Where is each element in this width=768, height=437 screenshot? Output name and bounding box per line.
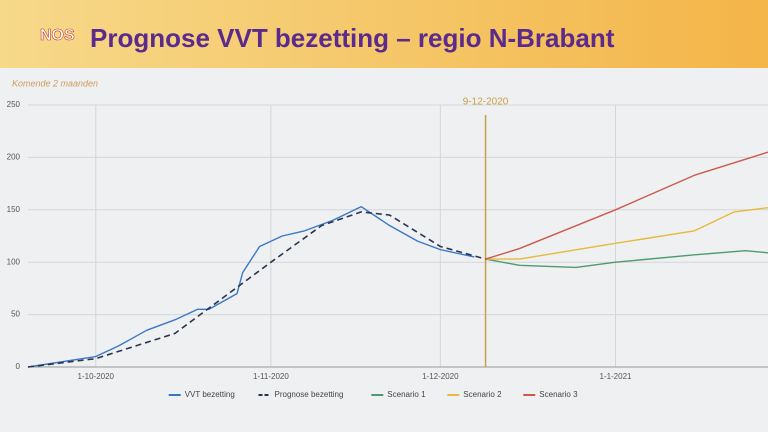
chart-subtitle: Komende 2 maanden (12, 78, 98, 88)
chart-area (0, 68, 768, 432)
y-tick-label: 50 (11, 310, 20, 319)
y-tick-label: 200 (7, 153, 21, 162)
legend-label: Prognose bezetting (275, 390, 344, 399)
x-tick-label: 1-11-2020 (253, 372, 289, 381)
series-line (485, 207, 768, 260)
header-bar (0, 0, 768, 68)
y-tick-label: 100 (7, 257, 21, 266)
x-tick-label: 1-10-2020 (78, 372, 115, 381)
legend-label: Scenario 3 (539, 390, 578, 399)
series-line (485, 151, 768, 260)
annotation-label: 9-12-2020 (463, 97, 509, 108)
legend-label: Scenario 1 (387, 390, 426, 399)
y-tick-label: 250 (7, 100, 21, 109)
y-tick-label: 150 (7, 205, 21, 214)
chart-title: Prognose VVT bezetting – regio N-Brabant (90, 23, 615, 53)
series-line (27, 211, 486, 368)
logo: NOS (40, 27, 75, 44)
legend-label: Scenario 2 (463, 390, 502, 399)
x-tick-label: 1-1-2021 (599, 372, 632, 381)
x-tick-label: 1-12-2020 (422, 372, 459, 381)
legend-label: VVT bezetting (185, 390, 235, 399)
y-tick-label: 0 (16, 362, 21, 371)
series-line (485, 249, 768, 269)
series-line (27, 205, 475, 368)
